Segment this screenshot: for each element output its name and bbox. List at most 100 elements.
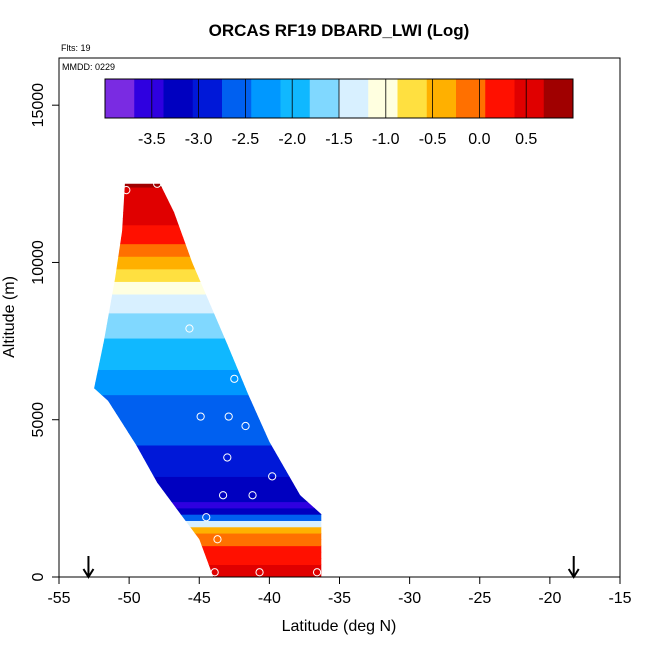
heatmap-band [94,457,322,465]
colorbar-swatch [543,79,574,118]
x-tick-label: -50 [118,590,141,607]
colorbar [104,78,574,119]
y-tick-label: 5000 [30,402,47,438]
heatmap-band [94,331,322,339]
heatmap-band [94,337,322,345]
colorbar-swatch [222,79,252,118]
heatmap-band [94,356,322,364]
heatmap-band [94,186,322,194]
heatmap-band [94,501,322,509]
x-axis: -55 -50 -45 -40 -35 -30 -25 -20 -15 [47,576,632,607]
colorbar-tick-label: -0.5 [419,131,447,148]
heatmap-band [94,426,322,433]
y-axis: 0 5000 10000 15000 [30,83,60,581]
heatmap-band [94,287,322,295]
heatmap-band [94,394,322,402]
heatmap-band [94,400,322,408]
colorbar-swatch [134,79,164,118]
colorbar-tick-label: -2.5 [232,131,260,148]
heatmap-band [94,369,322,377]
heatmap-band [94,312,322,320]
flight-point [122,186,131,195]
flight-point [255,568,264,577]
y-tick-label: 15000 [30,83,47,128]
heatmap-band [94,488,322,496]
colorbar-swatch [251,79,281,118]
heatmap-band [94,293,322,301]
colorbar-tick-label: -1.0 [372,131,400,148]
x-tick-label: -45 [188,590,211,607]
heatmap-band [94,193,322,201]
heatmap-band [94,262,322,270]
colorbar-swatch [368,79,398,118]
flight-point [202,513,211,522]
heatmap-band [94,199,322,207]
heatmap-band [94,413,322,421]
heatmap-band [94,237,322,245]
heatmap-band [94,463,322,471]
heatmap-band [94,482,322,490]
heatmap-band [94,551,322,559]
colorbar-tick-label: 0.0 [468,131,490,148]
heatmap-band [94,231,322,238]
x-tick-label: -30 [398,590,421,607]
heatmap-band [94,558,322,566]
flights-annotation: Flts: 19 [61,43,91,53]
heatmap-band [94,319,322,326]
heatmap-band [94,350,322,358]
flight-point [224,412,233,421]
heatmap-band [94,495,322,503]
flight-point [153,179,162,188]
heatmap-band [94,526,322,534]
heatmap-band [94,470,322,477]
heatmap-band [94,438,322,446]
heatmap-band [94,205,322,213]
heatmap-band [94,249,322,257]
heatmap-band [94,344,322,352]
date-annotation: MMDD: 0229 [62,62,115,72]
flight-point [196,412,205,421]
colorbar-swatch [397,79,428,118]
flight-point [210,568,219,577]
flight-point [185,324,194,333]
heatmap-band [92,174,323,181]
flight-points [122,179,322,577]
heatmap-band [94,545,322,553]
colorbar-tick-label: -3.5 [138,131,166,148]
heatmap-region [92,174,323,578]
flight-point [241,421,250,431]
heatmap-band [94,539,322,547]
heatmap-band [94,451,322,459]
x-tick-label: -40 [258,590,281,607]
x-tick-label: -15 [608,590,631,607]
flight-point [223,453,232,462]
flight-point [218,491,228,500]
heatmap-band [94,212,322,220]
colorbar-swatch [514,79,545,118]
colorbar-swatch [105,79,135,118]
colorbar-swatch [280,79,311,118]
colorbar-tick-label: 0.5 [515,131,537,148]
heatmap-band [94,381,322,389]
heatmap-band [94,476,322,484]
heatmap-band [94,419,322,427]
x-tick-label: -25 [468,590,491,607]
y-axis-label: Altitude (m) [1,276,18,358]
heatmap-band [94,275,322,282]
heatmap-band [94,432,322,440]
flight-point [230,374,239,383]
colorbar-swatch [456,79,486,118]
down-arrow-icon [567,556,580,579]
heatmap-band [94,218,322,226]
heatmap-band [94,224,322,232]
colorbar-swatch [309,79,340,118]
heatmap-band [94,256,322,264]
heatmap-band [94,268,322,276]
x-tick-label: -35 [328,590,351,607]
heatmap-band [94,564,322,572]
heatmap-band [94,281,322,289]
y-tick-label: 10000 [30,240,47,285]
colorbar-tick-label: -1.5 [325,131,353,148]
x-tick-label: -20 [538,590,561,607]
